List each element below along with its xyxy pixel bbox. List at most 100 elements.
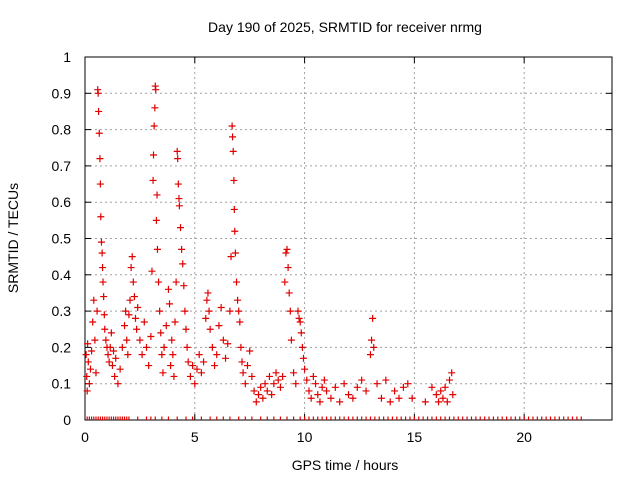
data-point [219,336,227,344]
data-point [281,278,289,286]
data-point [204,289,212,297]
data-point [349,394,357,402]
data-point [443,398,451,406]
data-point [147,333,155,341]
data-point [238,358,246,366]
data-point [358,376,366,384]
data-point [294,307,302,315]
data-point [284,264,292,272]
data-point [95,107,103,115]
data-point [162,322,170,330]
data-point [276,383,284,391]
data-point [340,380,348,388]
data-point [386,398,394,406]
data-point [265,372,273,380]
data-point [261,380,269,388]
data-point [150,122,158,130]
data-point [268,391,276,399]
data-point [138,351,146,359]
data-point [432,391,440,399]
data-point [205,307,213,315]
data-point [203,296,211,304]
data-point [177,224,185,232]
data-point [100,293,108,301]
y-tick-label: 1 [63,49,71,65]
data-point [104,351,112,359]
data-point [140,318,148,326]
data-point [122,307,130,315]
data-point [116,365,124,373]
data-point [181,307,189,315]
data-point [101,325,109,333]
data-point [142,343,150,351]
data-point [99,264,107,272]
data-point [124,351,132,359]
data-point [100,311,108,319]
data-point [297,329,305,337]
data-point [257,383,265,391]
data-point [160,343,168,351]
data-point [172,278,180,286]
data-point [130,293,138,301]
data-point [182,325,190,333]
data-point [437,387,445,395]
data-point [235,307,243,315]
data-point [227,253,235,261]
data-point [382,376,390,384]
data-point [259,394,267,402]
data-point [86,365,94,373]
data-point [421,398,429,406]
data-point [159,369,167,377]
data-point [404,380,412,388]
data-point [97,238,105,246]
data-point [121,322,129,330]
y-tick-label: 0.2 [52,339,72,355]
data-point [391,387,399,395]
y-tick-label: 0.8 [52,122,72,138]
data-point [112,354,120,362]
data-point [152,86,160,94]
data-point [292,380,300,388]
data-point [270,380,278,388]
data-point [84,340,92,348]
x-tick-label: 20 [516,429,532,445]
data-point [435,398,443,406]
data-point [301,365,309,373]
grid-lines [85,57,612,420]
data-point [99,278,107,286]
data-point [283,245,291,253]
data-point [132,314,140,322]
data-point [111,372,119,380]
data-point [84,358,92,366]
data-point [314,391,322,399]
data-point [179,260,187,268]
data-point [189,362,197,370]
data-point [282,249,290,257]
data-point [126,296,134,304]
data-point [82,351,90,359]
data-point [316,398,324,406]
data-point [167,362,175,370]
data-point [171,318,179,326]
data-point [241,380,249,388]
data-point [148,267,156,275]
data-point [285,289,293,297]
data-point [180,282,188,290]
y-tick-label: 0.7 [52,158,72,174]
data-point [97,213,105,221]
data-point [114,380,122,388]
data-point [134,303,142,311]
data-point [428,383,436,391]
x-tick-label: 0 [81,429,89,445]
x-axis-label: GPS time / hours [292,457,399,473]
data-point [226,307,234,315]
data-point [153,191,161,199]
data-point [173,147,181,155]
data-point [206,325,214,333]
data-point [318,383,326,391]
axis-ticks [84,56,612,421]
data-point [123,336,131,344]
data-point [110,347,118,355]
y-tick-label: 0.6 [52,194,72,210]
data-point [248,372,256,380]
